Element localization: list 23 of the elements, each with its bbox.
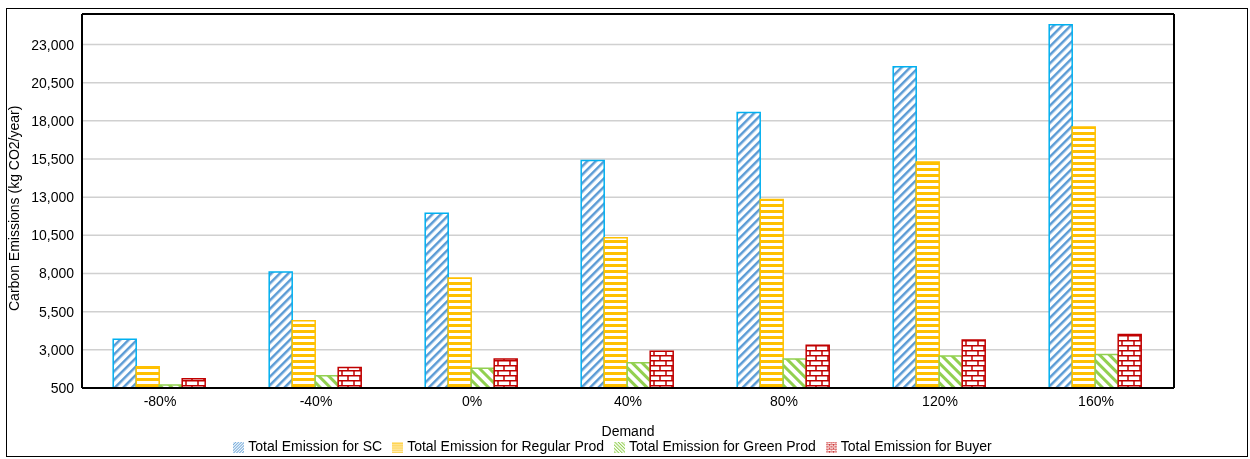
- legend-label: Total Emission for Regular Prod: [407, 438, 604, 454]
- x-axis-title: Demand: [601, 423, 655, 439]
- y-axis-title: Carbon Emissions (kg CO2/year): [5, 105, 22, 311]
- y-tick-label: 15,500: [31, 150, 75, 167]
- x-tick-label: 80%: [769, 392, 799, 409]
- y-tick-label: 500: [50, 379, 75, 396]
- y-tick-label: 10,500: [31, 227, 75, 244]
- x-tick-label: 120%: [922, 392, 958, 409]
- x-tick-label: 0%: [461, 392, 483, 409]
- x-tick-label: -80%: [143, 392, 177, 409]
- x-tick-label: 40%: [613, 392, 643, 409]
- y-tick-label: 13,000: [31, 189, 75, 206]
- y-tick-label: 3,000: [38, 341, 75, 358]
- x-tick-label: 160%: [1078, 392, 1114, 409]
- legend-label: Total Emission for Green Prod: [629, 438, 816, 454]
- y-tick-label: 18,000: [31, 112, 75, 129]
- y-tick-label: 8,000: [38, 265, 75, 282]
- legend-label: Total Emission for Buyer: [840, 438, 992, 454]
- y-tick-label: 23,000: [31, 36, 75, 53]
- x-tick-label: -40%: [299, 392, 333, 409]
- y-tick-label: 20,500: [31, 74, 75, 91]
- y-tick-label: 5,500: [38, 303, 75, 320]
- legend-label: Total Emission for SC: [248, 438, 383, 454]
